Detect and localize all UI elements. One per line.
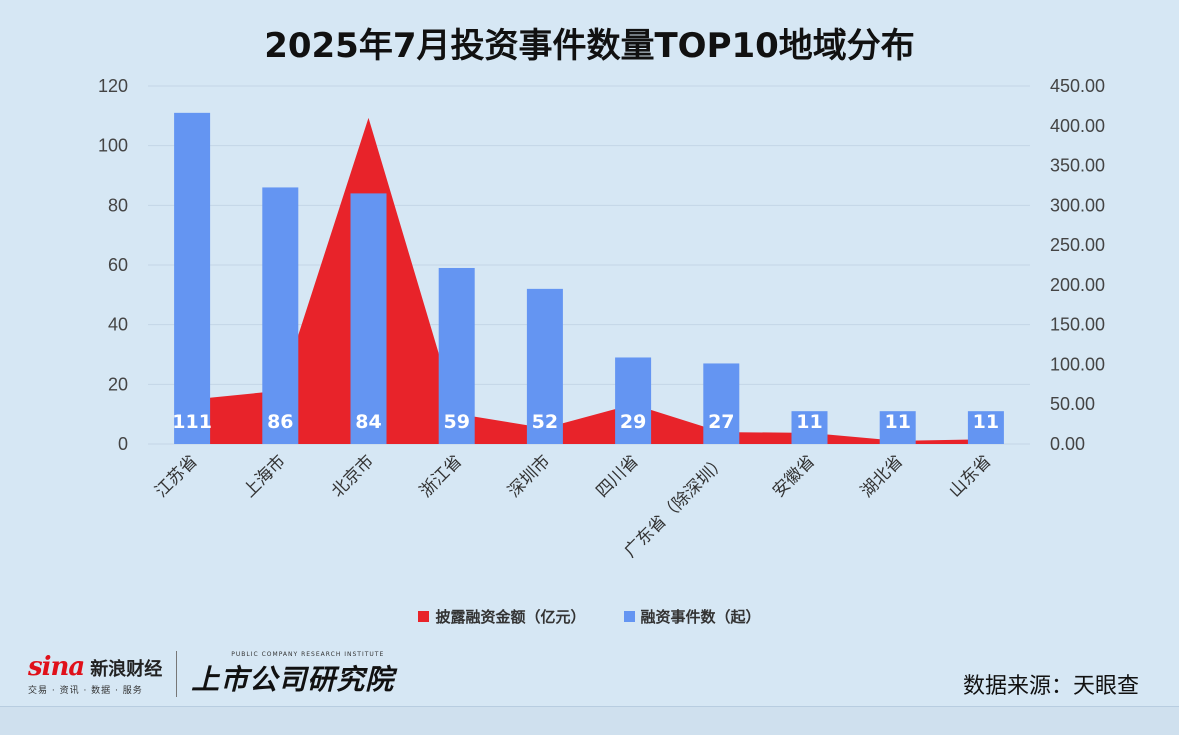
- x-category-label: 四川省: [592, 451, 642, 501]
- bar-data-label-7: 27: [708, 411, 734, 433]
- chart-title: 2025年7月投资事件数量TOP10地域分布: [264, 26, 915, 66]
- chart: 111 86 84 59 52 29 27 11 11 11 0 20 40 60 80 100 120 0.…: [98, 76, 1105, 562]
- x-category-label: 浙江省: [416, 451, 466, 501]
- bar-data-label-1: 111: [172, 411, 212, 433]
- bar-1: [174, 112, 211, 444]
- bar-data-label-5: 52: [532, 411, 558, 433]
- right-tick-label: 0.00: [1050, 434, 1085, 454]
- right-tick-label: 350.00: [1050, 156, 1105, 176]
- bar-2: [262, 187, 299, 444]
- legend-label-amount: 披露融资金额（亿元）: [435, 608, 586, 626]
- right-tick-label: 300.00: [1050, 195, 1105, 215]
- x-category-label: 江苏省: [151, 451, 201, 501]
- right-tick-label: 200.00: [1050, 275, 1105, 295]
- legend-swatch-amount: [418, 611, 430, 622]
- bottom-band: [0, 706, 1179, 735]
- bar-4: [438, 267, 475, 444]
- sina-tagline: 交易 · 资讯 · 数据 · 服务: [28, 686, 143, 696]
- x-category-label: 上海市: [240, 451, 290, 501]
- bar-10: [967, 411, 1004, 444]
- legend-item-amount: 披露融资金额（亿元）: [418, 606, 586, 627]
- right-tick-label: 100.00: [1050, 354, 1105, 374]
- bar-9: [879, 411, 916, 444]
- bar-data-label-9: 11: [884, 411, 910, 433]
- bar-data-label-8: 11: [796, 411, 822, 433]
- bar-data-label-4: 59: [443, 411, 469, 433]
- right-tick-label: 150.00: [1050, 315, 1105, 335]
- logo-area: sina 新浪财经 交易 · 资讯 · 数据 · 服务 PUBLIC COMPA…: [28, 650, 394, 698]
- left-tick-label: 80: [108, 195, 128, 215]
- bar-data-label-2: 86: [267, 411, 293, 433]
- left-y-axis: 0 20 40 60 80 100 120: [98, 76, 128, 454]
- left-tick-label: 0: [118, 434, 128, 454]
- right-tick-label: 50.00: [1050, 394, 1095, 414]
- institute-logo: PUBLIC COMPANY RESEARCH INSTITUTE 上市公司研究…: [191, 651, 394, 698]
- right-tick-label: 250.00: [1050, 235, 1105, 255]
- bar-5: [526, 288, 563, 444]
- x-category-label: 北京市: [328, 451, 378, 501]
- left-tick-label: 40: [108, 315, 128, 335]
- bar-data-label-10: 11: [973, 411, 999, 433]
- legend-label-events: 融资事件数（起）: [640, 608, 761, 626]
- bar-6: [615, 357, 652, 444]
- logo-divider: [176, 651, 178, 697]
- bar-8: [791, 411, 828, 444]
- sina-logo: sina: [28, 652, 85, 682]
- bar-data-label-3: 84: [355, 411, 381, 433]
- x-category-label: 安徽省: [769, 451, 819, 501]
- bar-7: [703, 363, 740, 444]
- institute-english-name: PUBLIC COMPANY RESEARCH INSTITUTE: [231, 650, 385, 658]
- left-tick-label: 120: [98, 76, 128, 96]
- sina-finance-logo: sina 新浪财经 交易 · 资讯 · 数据 · 服务: [28, 652, 162, 696]
- bar-data-label-6: 29: [620, 411, 646, 433]
- legend-swatch-events: [623, 611, 635, 622]
- right-tick-label: 450.00: [1050, 76, 1105, 96]
- legend-item-events: 融资事件数（起）: [623, 606, 761, 627]
- institute-chinese-name: 上市公司研究院: [191, 662, 395, 696]
- bar-data-labels: 111 86 84 59 52 29 27 11 11 11: [172, 411, 999, 433]
- x-category-label: 深圳市: [504, 451, 554, 501]
- left-tick-label: 60: [108, 255, 128, 275]
- event-count-bar-series: [174, 112, 1004, 444]
- right-tick-label: 400.00: [1050, 116, 1105, 136]
- x-category-label: 湖北省: [857, 451, 907, 501]
- bar-3: [350, 193, 387, 444]
- x-category-label: 山东省: [945, 451, 995, 501]
- left-tick-label: 100: [98, 136, 128, 156]
- data-source: 数据来源：天眼查: [962, 674, 1139, 699]
- amount-area: [192, 117, 986, 445]
- legend: 披露融资金额（亿元） 融资事件数（起）: [0, 606, 1179, 627]
- amount-area-series: [192, 117, 986, 445]
- sina-finance-name: 新浪财经: [90, 659, 163, 680]
- right-y-axis: 0.00 50.00 100.00 150.00 200.00 250.00 300.00 3…: [1050, 76, 1105, 454]
- left-tick-label: 20: [108, 374, 128, 394]
